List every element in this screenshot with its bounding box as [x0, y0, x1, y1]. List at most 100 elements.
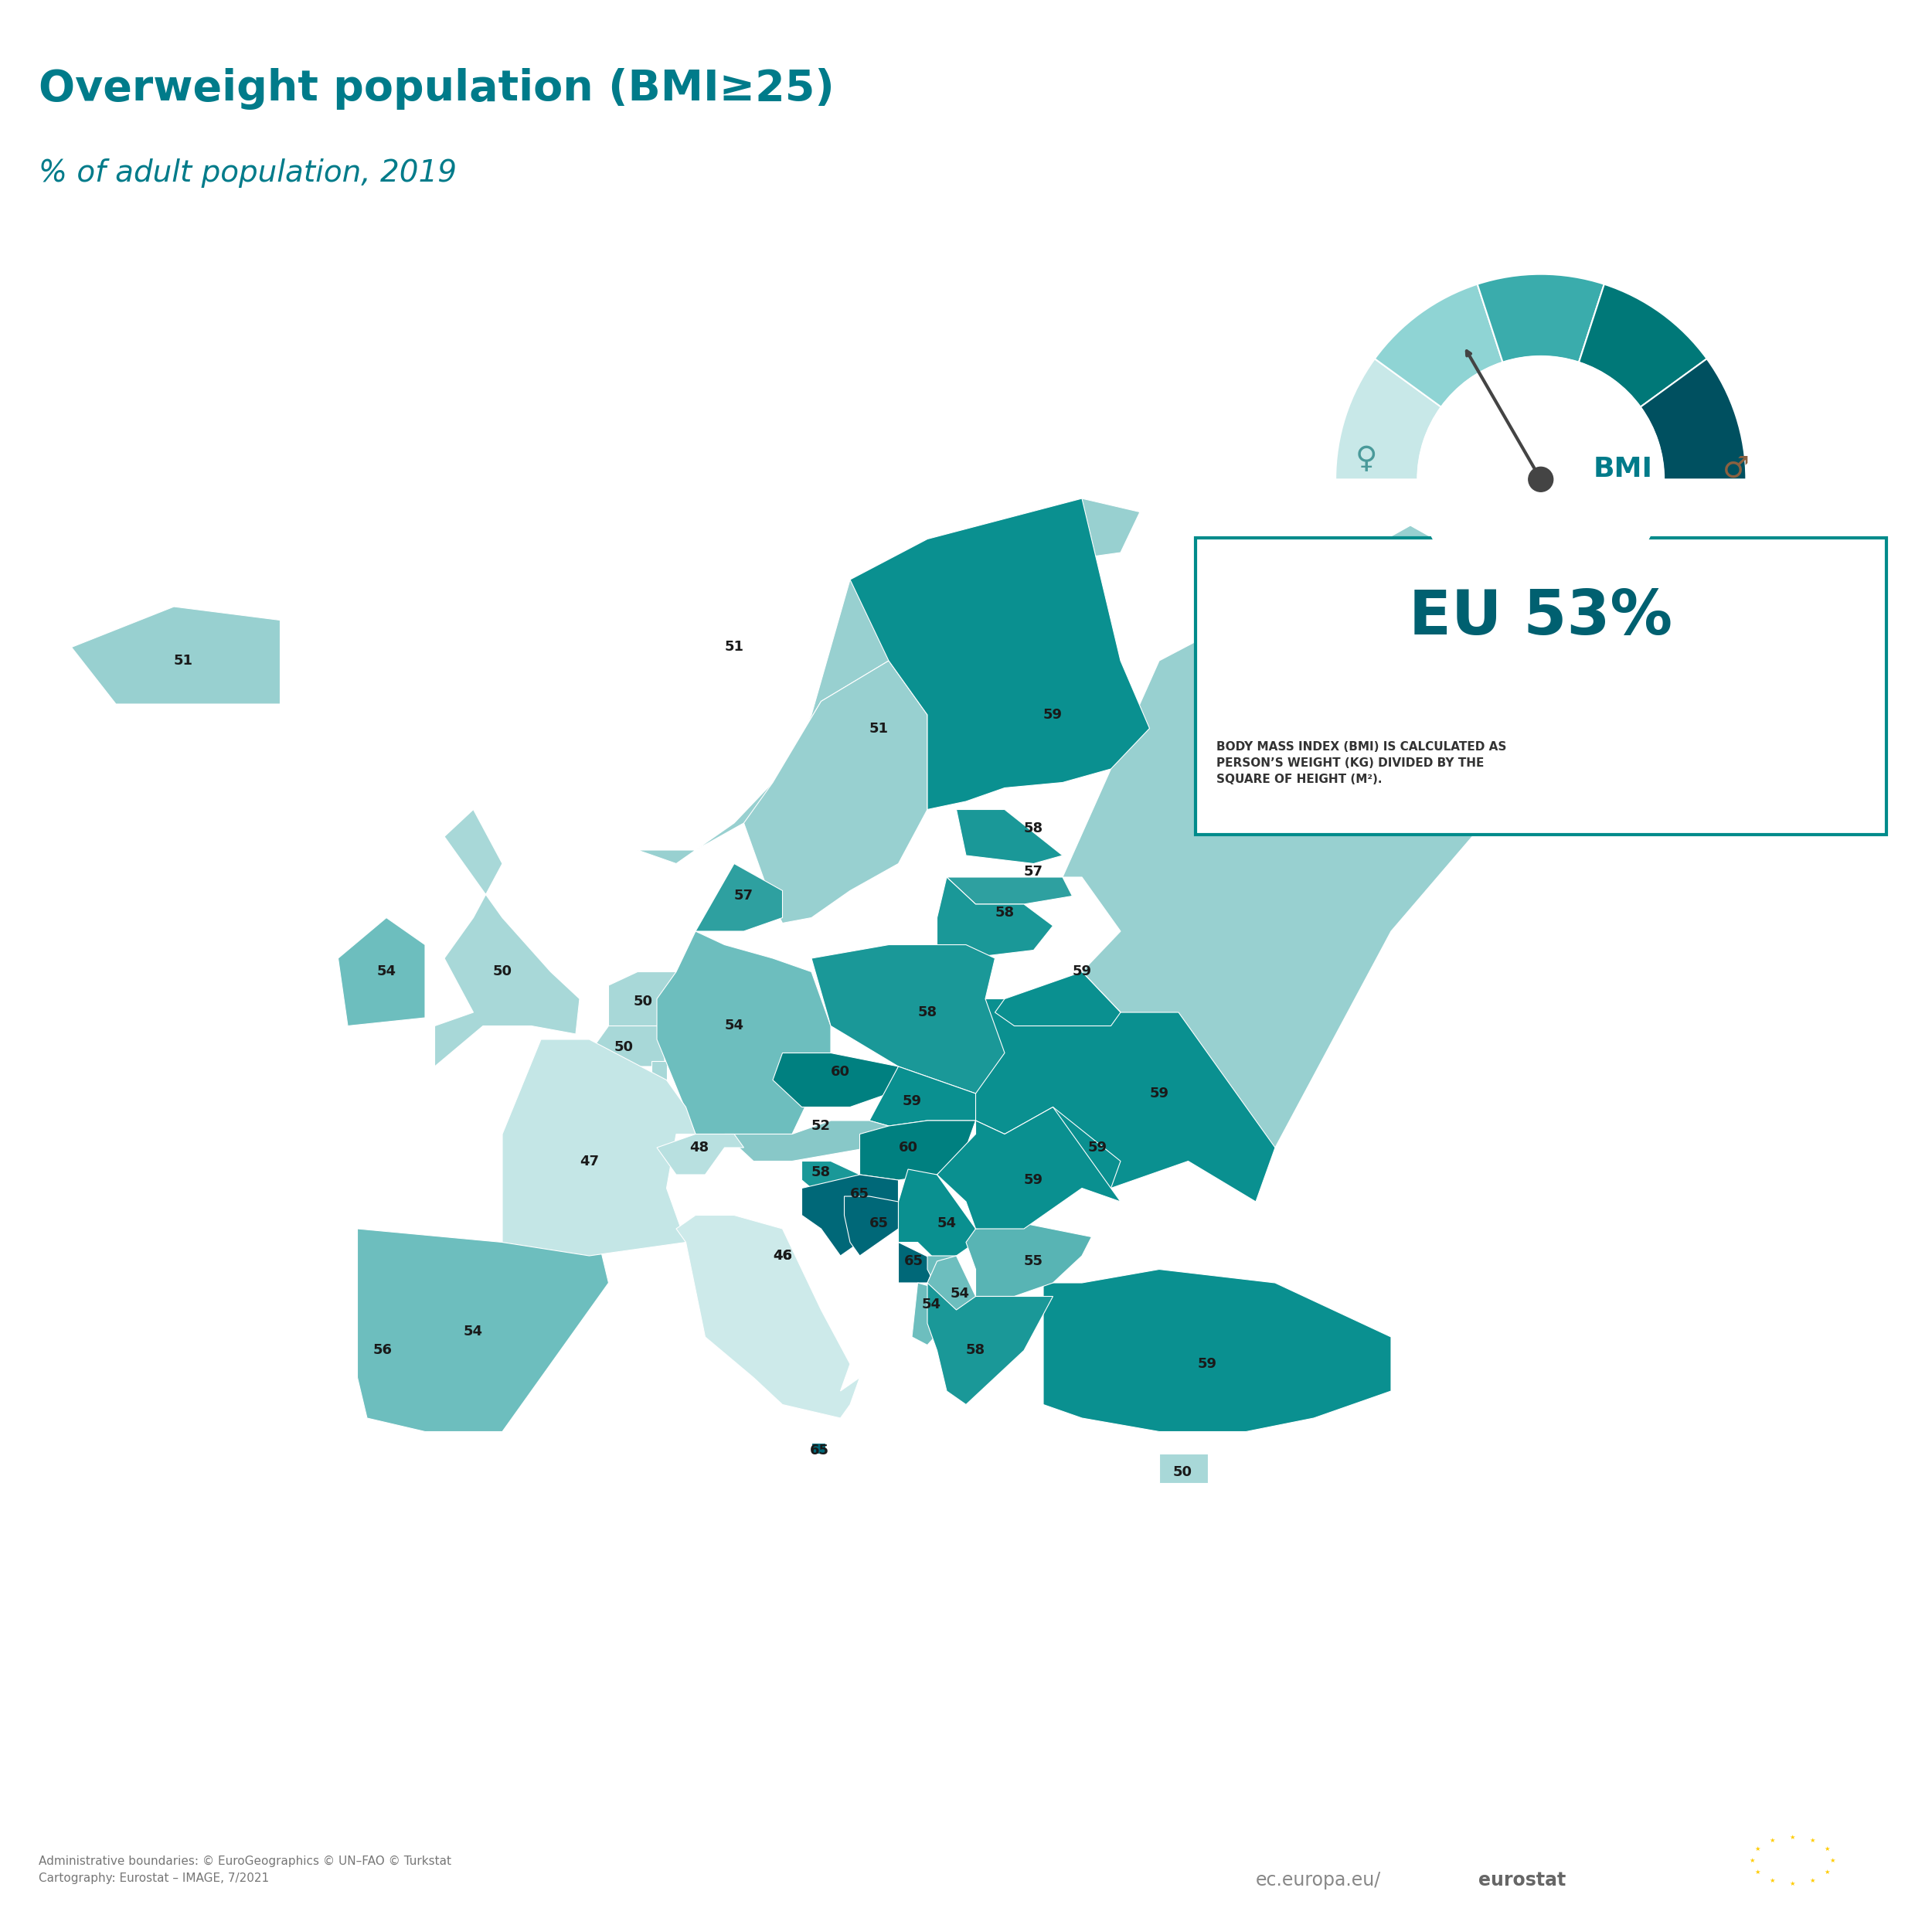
Text: 54: 54 [377, 964, 396, 980]
Polygon shape [724, 1121, 889, 1161]
Text: 58: 58 [966, 1343, 985, 1358]
Text: ★: ★ [1754, 1868, 1760, 1876]
Text: 58: 58 [995, 906, 1014, 920]
Text: 65: 65 [869, 1217, 889, 1231]
Text: 50: 50 [1173, 1464, 1192, 1480]
Text: 59: 59 [1024, 1173, 1043, 1186]
Polygon shape [502, 1039, 696, 1256]
Polygon shape [947, 877, 1072, 904]
Polygon shape [927, 1256, 956, 1289]
Text: 59: 59 [1072, 964, 1092, 980]
Text: ♀: ♀ [1354, 444, 1378, 473]
Polygon shape [338, 918, 425, 1026]
Text: 54: 54 [937, 1217, 956, 1231]
Polygon shape [912, 1283, 947, 1345]
Text: BODY MASS INDEX (BMI) IS CALCULATED AS
PERSON’S WEIGHT (KG) DIVIDED BY THE
SQUAR: BODY MASS INDEX (BMI) IS CALCULATED AS P… [1217, 742, 1507, 784]
Text: 60: 60 [831, 1065, 850, 1078]
Text: % of adult population, 2019: % of adult population, 2019 [39, 158, 456, 187]
Text: 47: 47 [580, 1153, 599, 1169]
Text: 58: 58 [918, 1005, 937, 1020]
Text: 54: 54 [922, 1298, 941, 1312]
Text: 51: 51 [869, 721, 889, 736]
Wedge shape [1640, 359, 1747, 479]
Polygon shape [1063, 526, 1507, 1202]
Polygon shape [811, 1443, 825, 1453]
Text: 59: 59 [1150, 1086, 1169, 1101]
Polygon shape [802, 1175, 898, 1256]
Text: ★: ★ [1824, 1845, 1830, 1853]
Polygon shape [773, 1053, 898, 1107]
Polygon shape [357, 1229, 609, 1432]
Text: ec.europa.eu/: ec.europa.eu/ [1256, 1870, 1381, 1889]
Polygon shape [1043, 1269, 1391, 1432]
Polygon shape [435, 810, 580, 1066]
Polygon shape [651, 1061, 667, 1082]
Text: ★: ★ [1789, 1880, 1795, 1888]
Text: ♂: ♂ [1721, 454, 1748, 483]
Text: 56: 56 [373, 1343, 392, 1358]
Text: 57: 57 [734, 889, 753, 902]
Text: 65: 65 [810, 1443, 829, 1457]
Text: 46: 46 [773, 1248, 792, 1264]
Text: ★: ★ [1754, 1845, 1760, 1853]
Polygon shape [802, 1161, 860, 1188]
Text: 60: 60 [898, 1140, 918, 1155]
Polygon shape [956, 810, 1063, 864]
Polygon shape [1159, 1453, 1208, 1484]
Text: 51: 51 [174, 653, 193, 668]
Polygon shape [927, 1283, 1053, 1405]
Polygon shape [850, 498, 1150, 810]
Text: Administrative boundaries: © EuroGeographics © UN–FAO © Turkstat
Cartography: Eu: Administrative boundaries: © EuroGeograp… [39, 1857, 452, 1884]
Polygon shape [676, 1215, 860, 1418]
Text: ★: ★ [1830, 1857, 1835, 1864]
Text: Overweight population (BMI≥25): Overweight population (BMI≥25) [39, 68, 835, 110]
Text: 48: 48 [690, 1140, 709, 1155]
Text: 59: 59 [1198, 1356, 1217, 1372]
Text: ★: ★ [1748, 1857, 1754, 1864]
Text: 54: 54 [724, 1018, 744, 1034]
Text: 59: 59 [1088, 1140, 1107, 1155]
Text: 50: 50 [634, 995, 653, 1009]
Text: ★: ★ [1824, 1868, 1830, 1876]
Text: 50: 50 [614, 1041, 634, 1055]
Polygon shape [898, 1242, 937, 1283]
Text: EU 53%: EU 53% [1408, 587, 1673, 647]
Polygon shape [937, 877, 1053, 958]
Polygon shape [898, 1169, 976, 1262]
Text: eurostat: eurostat [1478, 1870, 1565, 1889]
Text: ★: ★ [1770, 1837, 1776, 1843]
Polygon shape [744, 661, 927, 923]
Text: ★: ★ [1808, 1878, 1814, 1884]
Polygon shape [811, 945, 1005, 1094]
Wedge shape [1478, 274, 1604, 361]
Text: 58: 58 [811, 1165, 831, 1179]
Text: ★: ★ [1770, 1878, 1776, 1884]
Polygon shape [995, 972, 1121, 1026]
Wedge shape [1335, 359, 1441, 479]
Text: 54: 54 [464, 1325, 483, 1339]
Text: 54: 54 [951, 1287, 970, 1300]
Wedge shape [1578, 284, 1706, 408]
Polygon shape [844, 1196, 898, 1256]
Polygon shape [609, 972, 680, 1034]
Text: 50: 50 [493, 964, 512, 980]
Polygon shape [860, 1121, 976, 1180]
Text: 65: 65 [850, 1186, 869, 1200]
Text: 58: 58 [1024, 821, 1043, 835]
Wedge shape [1376, 284, 1503, 408]
Polygon shape [71, 607, 280, 703]
Polygon shape [657, 1134, 744, 1175]
Polygon shape [638, 498, 1140, 864]
Polygon shape [357, 1283, 406, 1418]
Polygon shape [937, 1107, 1121, 1229]
Text: 65: 65 [904, 1254, 923, 1267]
Polygon shape [869, 1066, 976, 1126]
Text: 55: 55 [1024, 1254, 1043, 1267]
Text: BMI: BMI [1594, 456, 1652, 483]
Polygon shape [927, 1256, 976, 1316]
Circle shape [1528, 468, 1553, 491]
Polygon shape [589, 1026, 665, 1066]
Text: ★: ★ [1808, 1837, 1814, 1843]
Polygon shape [966, 972, 1275, 1202]
Polygon shape [966, 1223, 1092, 1296]
